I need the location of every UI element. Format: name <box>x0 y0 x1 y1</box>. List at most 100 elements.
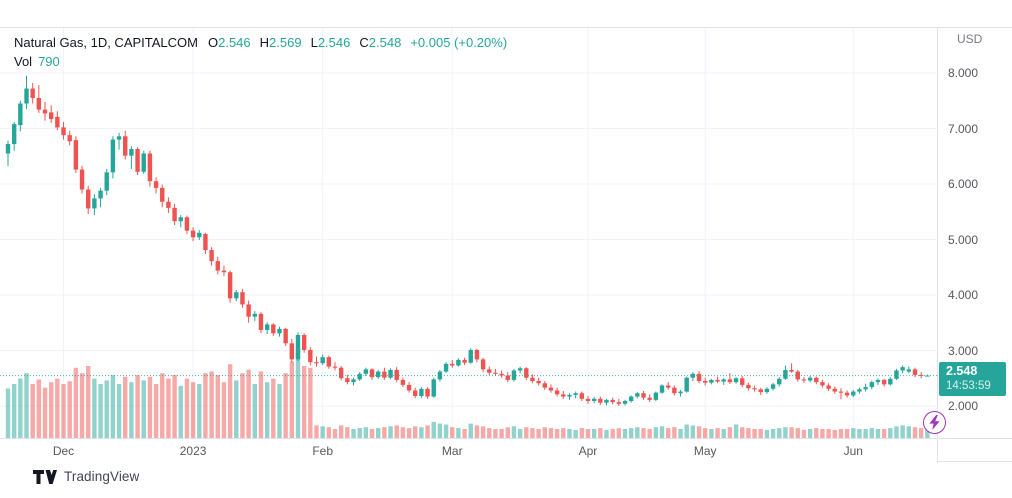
candle-body <box>153 181 159 188</box>
candle-body <box>468 349 473 363</box>
volume-bar <box>246 369 251 438</box>
candle-body <box>215 261 220 271</box>
candle-body <box>357 373 362 380</box>
volume-bar <box>888 428 893 438</box>
volume-bar <box>406 428 412 438</box>
candle-body <box>5 144 11 154</box>
candle-body <box>505 375 510 380</box>
volume-bar <box>635 427 640 438</box>
volume-bar <box>585 429 591 438</box>
volume-bar <box>221 382 227 438</box>
volume-bar <box>55 378 60 438</box>
candle-body <box>271 324 276 334</box>
candle-body <box>197 232 202 238</box>
volume-bar <box>419 427 424 438</box>
candle-body <box>554 390 560 395</box>
candle-body <box>160 187 165 202</box>
candle-body <box>326 357 332 367</box>
candle-body <box>400 379 406 385</box>
volume-bar <box>86 366 91 438</box>
volume-bar <box>561 428 566 438</box>
candle-body <box>73 140 79 170</box>
candle-body <box>419 388 424 397</box>
volume-bar <box>480 426 486 438</box>
volume-bar <box>437 423 443 438</box>
volume-bar <box>665 428 671 438</box>
candle-body <box>129 149 134 156</box>
chart-plot-area[interactable] <box>0 28 937 463</box>
candle-body <box>388 369 393 378</box>
candle-body <box>487 369 492 373</box>
price-tick-label: 5.000 <box>948 232 979 247</box>
price-axis[interactable]: USD 8.000 7.000 6.000 5.000 4.000 3.000 2.000 … <box>938 28 1012 438</box>
volume-bar <box>703 428 708 438</box>
candle-body <box>227 272 233 299</box>
candle-body <box>42 109 48 114</box>
candle-body <box>406 384 412 391</box>
volume-bar <box>838 429 844 438</box>
volume-bar <box>61 384 66 438</box>
candle-body <box>246 304 251 317</box>
volume-bar <box>160 373 165 438</box>
volume-bar <box>456 428 461 438</box>
volume-bar <box>110 375 116 438</box>
candle-body <box>832 388 837 392</box>
candle-body <box>894 370 899 379</box>
instant-trading-button[interactable] <box>923 411 946 434</box>
candle-body <box>123 136 128 156</box>
attribution-bar: TradingView <box>33 469 139 484</box>
candle-body <box>561 394 566 397</box>
volume-bar <box>264 382 270 438</box>
volume-bar <box>326 427 332 438</box>
ohlc-open: O2.546 <box>207 35 251 50</box>
candle-body <box>703 381 708 383</box>
candle-body <box>363 369 369 374</box>
volume-bar <box>382 427 387 438</box>
candle-body <box>530 377 535 382</box>
volume-bar <box>604 429 609 438</box>
candle-body <box>166 201 171 208</box>
candle-body <box>684 377 689 392</box>
volume-bar <box>709 429 714 438</box>
ohlc-high: H2.569 <box>259 35 302 50</box>
candle-body <box>610 399 615 403</box>
candle-body <box>752 388 757 390</box>
symbol-legend: Natural Gas, 1D, CAPITALCOM O2.546 H2.56… <box>14 33 507 71</box>
candle-body <box>184 217 190 231</box>
symbol-title[interactable]: Natural Gas, 1D, CAPITALCOM <box>14 35 198 50</box>
volume-bar <box>814 428 819 438</box>
time-tick-label: Mar <box>441 444 463 458</box>
candle-body <box>345 378 350 383</box>
candle-body <box>67 135 72 142</box>
price-tick-label: 6.000 <box>948 177 979 191</box>
volume-bar <box>764 429 770 438</box>
candle-body <box>881 379 887 385</box>
volume-bar <box>906 426 912 438</box>
candle-body <box>814 377 819 383</box>
candle-body <box>190 230 196 238</box>
volume-bar <box>135 375 140 438</box>
volume-bar <box>351 429 356 438</box>
candle-body <box>480 359 486 370</box>
volume-bar <box>431 421 436 438</box>
volume-bar <box>388 426 393 438</box>
volume-bar <box>147 376 153 438</box>
candle-body <box>764 388 770 393</box>
candle-body <box>628 396 634 402</box>
candle-body <box>820 382 825 386</box>
candle-body <box>277 328 282 334</box>
volume-bar <box>92 378 97 438</box>
volume-bar <box>98 384 103 438</box>
volume-bar <box>474 425 480 438</box>
candle-body <box>252 313 257 317</box>
tradingview-logo-text[interactable]: TradingView <box>64 469 140 484</box>
tradingview-logo-icon[interactable] <box>33 469 57 484</box>
candle-body <box>715 379 720 382</box>
time-axis[interactable]: Dec 2023 Feb Mar Apr May Jun <box>0 439 937 463</box>
candle-body <box>770 384 776 389</box>
candle-body <box>234 292 239 299</box>
candle-body <box>875 379 881 383</box>
volume-bar <box>616 428 622 438</box>
candle-body <box>591 398 597 402</box>
volume-bar <box>591 429 597 438</box>
